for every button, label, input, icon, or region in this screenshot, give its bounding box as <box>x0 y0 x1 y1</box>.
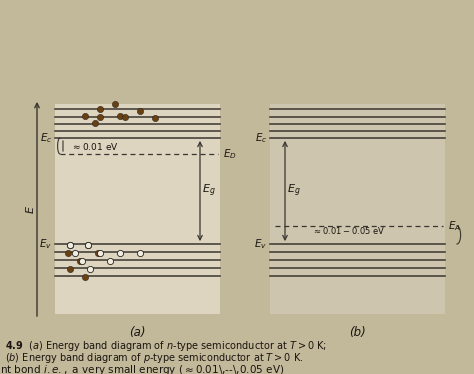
Text: $E_c$: $E_c$ <box>255 131 267 145</box>
Text: (b): (b) <box>349 326 366 339</box>
Text: $E_v$: $E_v$ <box>39 237 52 251</box>
Text: $(b)$ Energy band diagram of $p$-type semiconductor at $T > 0$ K.: $(b)$ Energy band diagram of $p$-type se… <box>5 351 303 365</box>
Text: $\mathbf{4.9}$  $(a)$ Energy band diagram of $n$-type semiconductor at $T > 0$ K: $\mathbf{4.9}$ $(a)$ Energy band diagram… <box>5 339 327 353</box>
Bar <box>55 104 220 314</box>
Text: E: E <box>26 205 36 212</box>
Text: $\approx 0.01\ \mathrm{eV}$: $\approx 0.01\ \mathrm{eV}$ <box>71 141 118 151</box>
Bar <box>270 104 445 314</box>
Text: (a): (a) <box>129 326 146 339</box>
Text: $E_A$: $E_A$ <box>448 219 461 233</box>
Text: $E_c$: $E_c$ <box>39 131 52 145</box>
Text: nt bond $i.e.,$ a very small energy ($\approx$0.01\,--\,0.05 eV): nt bond $i.e.,$ a very small energy ($\a… <box>0 363 284 374</box>
Text: $E_g$: $E_g$ <box>287 183 301 199</box>
Text: $\approx 0.01 - 0.05\ \mathrm{eV}$: $\approx 0.01 - 0.05\ \mathrm{eV}$ <box>312 224 385 236</box>
Text: $E_D$: $E_D$ <box>223 147 237 161</box>
Text: $E_g$: $E_g$ <box>202 183 216 199</box>
Text: $E_v$: $E_v$ <box>254 237 267 251</box>
